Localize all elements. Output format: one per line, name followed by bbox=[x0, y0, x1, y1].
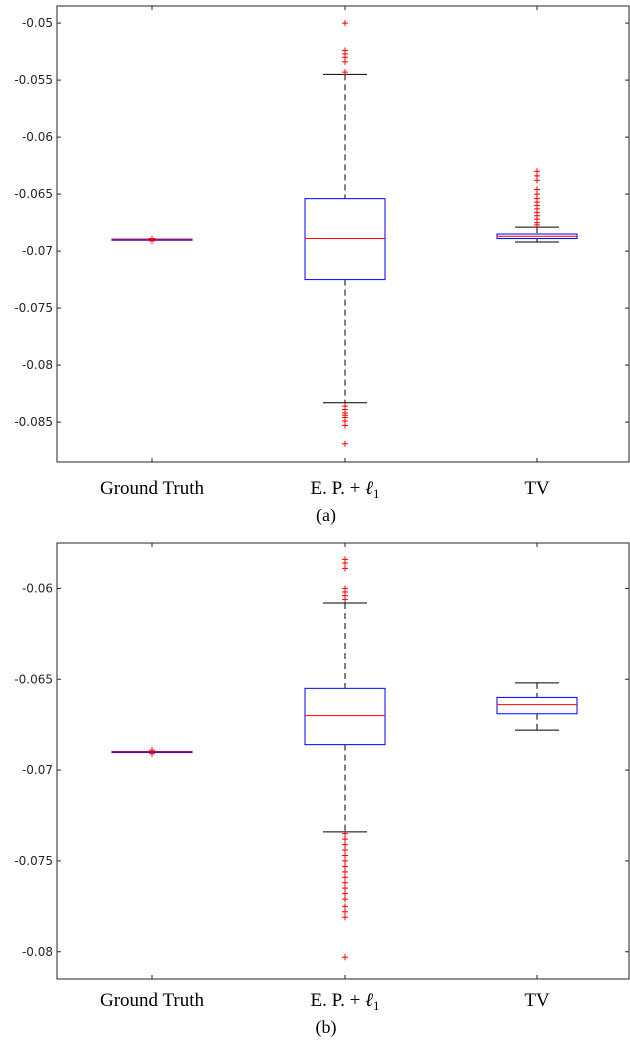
category-label-text: Ground Truth bbox=[100, 478, 204, 499]
panel-caption: (a) bbox=[316, 505, 336, 526]
plot-area-frame bbox=[56, 5, 630, 463]
box-iqr bbox=[304, 198, 386, 281]
outlier-marker bbox=[342, 69, 348, 76]
y-tick-label: -0.07 bbox=[22, 763, 53, 777]
category-label: TV bbox=[524, 478, 550, 499]
y-tick-label: -0.075 bbox=[14, 301, 53, 315]
y-tick-label: -0.08 bbox=[22, 945, 53, 959]
outlier-marker bbox=[342, 841, 348, 848]
outlier-marker bbox=[342, 422, 348, 429]
outlier-marker bbox=[342, 58, 348, 65]
y-tick-label: -0.06 bbox=[22, 130, 53, 144]
category-label-text: E. P. + bbox=[311, 478, 366, 499]
box-1 bbox=[304, 20, 386, 447]
category-label: Ground Truth bbox=[100, 990, 204, 1011]
category-label-text: E. P. + bbox=[311, 990, 366, 1011]
category-label-subscript: 1 bbox=[373, 998, 380, 1013]
outlier-marker bbox=[342, 565, 348, 572]
outlier-marker bbox=[342, 440, 348, 447]
y-tick-label: -0.06 bbox=[22, 581, 53, 595]
y-tick-label: -0.08 bbox=[22, 358, 53, 372]
outlier-marker bbox=[534, 177, 540, 184]
y-tick-label: -0.055 bbox=[14, 73, 53, 87]
outlier-marker bbox=[342, 836, 348, 843]
outlier-marker bbox=[342, 559, 348, 566]
outlier-marker bbox=[342, 857, 348, 864]
outlier-marker bbox=[342, 885, 348, 892]
box-0 bbox=[111, 747, 193, 757]
box-iqr bbox=[304, 687, 386, 746]
y-tick-label: -0.085 bbox=[14, 415, 53, 429]
outlier-marker bbox=[342, 868, 348, 875]
outlier-marker bbox=[149, 237, 155, 244]
outlier-marker bbox=[342, 874, 348, 881]
category-label-text: TV bbox=[524, 478, 550, 499]
chart-panel-a: -0.05 -0.055 -0.06 -0.065 -0.07 -0.075 -0.08 -0… bbox=[14, 5, 630, 526]
outlier-marker bbox=[534, 221, 540, 228]
box-1 bbox=[304, 556, 386, 961]
outlier-marker bbox=[342, 596, 348, 603]
plot-area-frame bbox=[56, 542, 630, 980]
outlier-marker bbox=[342, 890, 348, 897]
y-tick-label: -0.065 bbox=[14, 672, 53, 686]
outlier-marker bbox=[342, 863, 348, 870]
y-tick-label: -0.05 bbox=[22, 16, 53, 30]
box-0 bbox=[111, 235, 193, 244]
category-label-symbol: ℓ bbox=[365, 990, 373, 1011]
category-label-subscript: 1 bbox=[373, 486, 380, 501]
category-label: E. P. + ℓ1 bbox=[311, 478, 380, 501]
y-tick-label: -0.065 bbox=[14, 187, 53, 201]
box-2 bbox=[496, 168, 578, 243]
category-label-text: Ground Truth bbox=[100, 990, 204, 1011]
chart-panel-b: -0.06 -0.065 -0.07 -0.075 -0.08 Ground Truth E… bbox=[14, 542, 630, 1038]
panel-caption: (b) bbox=[316, 1017, 337, 1038]
category-label: Ground Truth bbox=[100, 478, 204, 499]
y-tick-label: -0.075 bbox=[14, 854, 53, 868]
category-label-symbol: ℓ bbox=[365, 478, 373, 499]
outlier-marker bbox=[149, 750, 155, 757]
box-iqr bbox=[496, 696, 578, 715]
outlier-marker bbox=[342, 879, 348, 886]
outlier-marker bbox=[342, 852, 348, 859]
outlier-marker bbox=[342, 20, 348, 27]
outlier-marker bbox=[342, 914, 348, 921]
box-2 bbox=[496, 682, 578, 731]
category-label: E. P. + ℓ1 bbox=[311, 990, 380, 1013]
category-label-text: TV bbox=[524, 990, 550, 1011]
y-tick-label: -0.07 bbox=[22, 244, 53, 258]
outlier-marker bbox=[342, 847, 348, 854]
outlier-marker bbox=[342, 908, 348, 915]
outlier-marker bbox=[342, 903, 348, 910]
outlier-marker bbox=[342, 896, 348, 903]
category-label: TV bbox=[524, 990, 550, 1011]
outlier-marker bbox=[342, 954, 348, 961]
outlier-marker bbox=[342, 830, 348, 837]
